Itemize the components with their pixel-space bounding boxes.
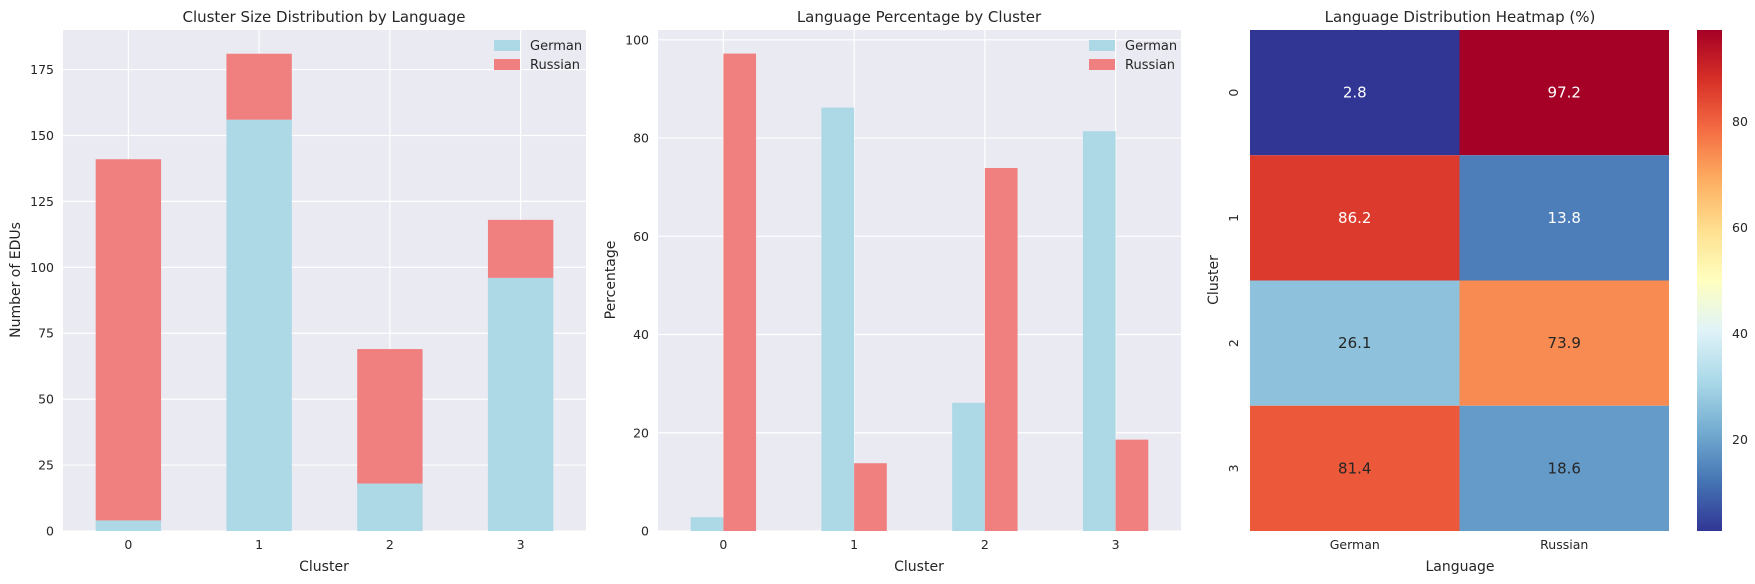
heatmap-cells: 2.8 97.2 86.2 13.8 26.1 73.9 81.4 18.6 — [1250, 30, 1669, 531]
heatmap-cell-label: 86.2 — [1338, 209, 1371, 227]
y-tick-label: 80 — [633, 131, 649, 146]
legend-label-russian: Russian — [530, 58, 580, 73]
heatmap-y-tick-label: 0 — [1226, 89, 1241, 97]
chart-language-percentage-xlabel: Cluster — [894, 559, 944, 575]
heatmap-title: Language Distribution Heatmap (%) — [1325, 8, 1596, 26]
heatmap-y-tick-label: 2 — [1226, 339, 1241, 347]
legend-label-german: German — [530, 39, 582, 54]
x-tick-label: 3 — [1112, 537, 1120, 552]
legend-swatch-russian — [1089, 59, 1115, 70]
chart-language-percentage-title: Language Percentage by Cluster — [797, 8, 1042, 26]
chart-language-percentage: 0 20 40 60 80 100 0 1 2 3 German Russian Language … — [603, 8, 1181, 575]
y-tick-label: 0 — [641, 524, 649, 539]
bar-russian-cluster-0 — [95, 159, 162, 521]
bar-russian-cluster-3 — [487, 219, 554, 278]
bar-german-cluster-0 — [95, 520, 162, 531]
bar-german-cluster-1 — [226, 119, 292, 531]
y-tick-label: 175 — [30, 62, 54, 77]
bar-russian-cluster-3 — [1115, 439, 1149, 531]
bar-russian-cluster-0 — [723, 53, 757, 531]
heatmap-cell-label: 13.8 — [1548, 209, 1581, 227]
legend-label-german: German — [1125, 39, 1177, 54]
heatmap-cell-label: 2.8 — [1343, 84, 1367, 102]
y-tick-label: 25 — [38, 458, 54, 473]
chart-cluster-size-title: Cluster Size Distribution by Language — [182, 8, 465, 26]
heatmap-cell-label: 18.6 — [1548, 459, 1581, 477]
y-tick-label: 125 — [30, 194, 54, 209]
heatmap-x-tick-label: German — [1330, 537, 1380, 552]
heatmap-y-tick-label: 3 — [1226, 464, 1241, 472]
heatmap-cell-label: 73.9 — [1548, 334, 1581, 352]
colorbar-tick-label: 80 — [1732, 114, 1748, 129]
legend-label-russian: Russian — [1125, 58, 1175, 73]
x-tick-label: 0 — [124, 537, 132, 552]
bar-german-cluster-3 — [1082, 131, 1116, 531]
y-tick-label: 100 — [625, 32, 649, 47]
chart-language-percentage-legend: German Russian — [1089, 39, 1177, 73]
bar-german-cluster-1 — [821, 107, 855, 531]
chart-cluster-size-xlabel: Cluster — [299, 559, 349, 575]
heatmap-cell-1-russian — [1459, 155, 1669, 281]
chart-language-percentage-ticks: 0 20 40 60 80 100 0 1 2 3 — [625, 32, 1119, 552]
y-tick-label: 20 — [633, 425, 649, 440]
legend-swatch-german — [1089, 40, 1115, 51]
chart-cluster-size-bars — [95, 53, 554, 531]
colorbar-tick-label: 20 — [1732, 432, 1748, 447]
heatmap-colorbar — [1697, 30, 1722, 531]
bar-russian-cluster-2 — [357, 349, 423, 484]
heatmap-x-tick-label: Russian — [1540, 537, 1588, 552]
heatmap-cell-label: 97.2 — [1548, 84, 1581, 102]
bar-russian-cluster-2 — [984, 168, 1018, 532]
chart-cluster-size: 0 25 50 75 100 125 150 175 0 1 2 3 German Russian Cl… — [8, 8, 586, 575]
colorbar-tick-label: 60 — [1732, 220, 1748, 235]
heatmap-colorbar-ticks: 20 40 60 80 — [1732, 114, 1748, 447]
heatmap-cell-3-german — [1250, 405, 1460, 531]
colorbar-tick-label: 40 — [1732, 326, 1748, 341]
y-tick-label: 0 — [46, 524, 54, 539]
chart-language-heatmap: 2.8 97.2 86.2 13.8 26.1 73.9 81.4 18.6 German Ru… — [1206, 8, 1748, 575]
chart-cluster-size-legend: German Russian — [494, 39, 582, 73]
heatmap-cell-1-german — [1250, 155, 1460, 281]
heatmap-ylabel: Cluster — [1206, 255, 1222, 305]
y-tick-label: 100 — [30, 260, 54, 275]
heatmap-cell-3-russian — [1459, 405, 1669, 531]
x-tick-label: 2 — [981, 537, 989, 552]
chart-language-percentage-bars — [690, 53, 1149, 532]
heatmap-cell-2-russian — [1459, 280, 1669, 406]
heatmap-xlabel: Language — [1425, 559, 1494, 575]
bar-german-cluster-3 — [487, 277, 554, 531]
chart-cluster-size-ylabel: Number of EDUs — [8, 222, 24, 338]
legend-swatch-russian — [494, 59, 520, 70]
bar-russian-cluster-1 — [854, 463, 887, 531]
heatmap-cell-label: 81.4 — [1338, 459, 1371, 477]
bar-german-cluster-2 — [952, 402, 985, 531]
bar-german-cluster-0 — [690, 517, 724, 531]
y-tick-label: 60 — [633, 229, 649, 244]
x-tick-label: 1 — [255, 537, 263, 552]
legend-swatch-german — [494, 40, 520, 51]
x-tick-label: 0 — [719, 537, 727, 552]
heatmap-cell-0-russian — [1459, 30, 1669, 156]
heatmap-cell-2-german — [1250, 280, 1460, 406]
heatmap-y-tick-label: 1 — [1226, 214, 1241, 222]
heatmap-ticks: German Russian 0 1 2 3 — [1226, 89, 1588, 552]
bar-german-cluster-2 — [357, 483, 423, 531]
chart-cluster-size-ticks: 0 25 50 75 100 125 150 175 0 1 2 3 — [30, 62, 524, 552]
bar-russian-cluster-1 — [226, 53, 292, 120]
y-tick-label: 40 — [633, 327, 649, 342]
y-tick-label: 150 — [30, 128, 54, 143]
y-tick-label: 75 — [38, 326, 54, 341]
chart-language-percentage-ylabel: Percentage — [603, 241, 619, 320]
heatmap-cell-label: 26.1 — [1338, 334, 1371, 352]
x-tick-label: 1 — [850, 537, 858, 552]
heatmap-cell-0-german — [1250, 30, 1460, 156]
y-tick-label: 50 — [38, 392, 54, 407]
x-tick-label: 2 — [386, 537, 394, 552]
x-tick-label: 3 — [517, 537, 525, 552]
